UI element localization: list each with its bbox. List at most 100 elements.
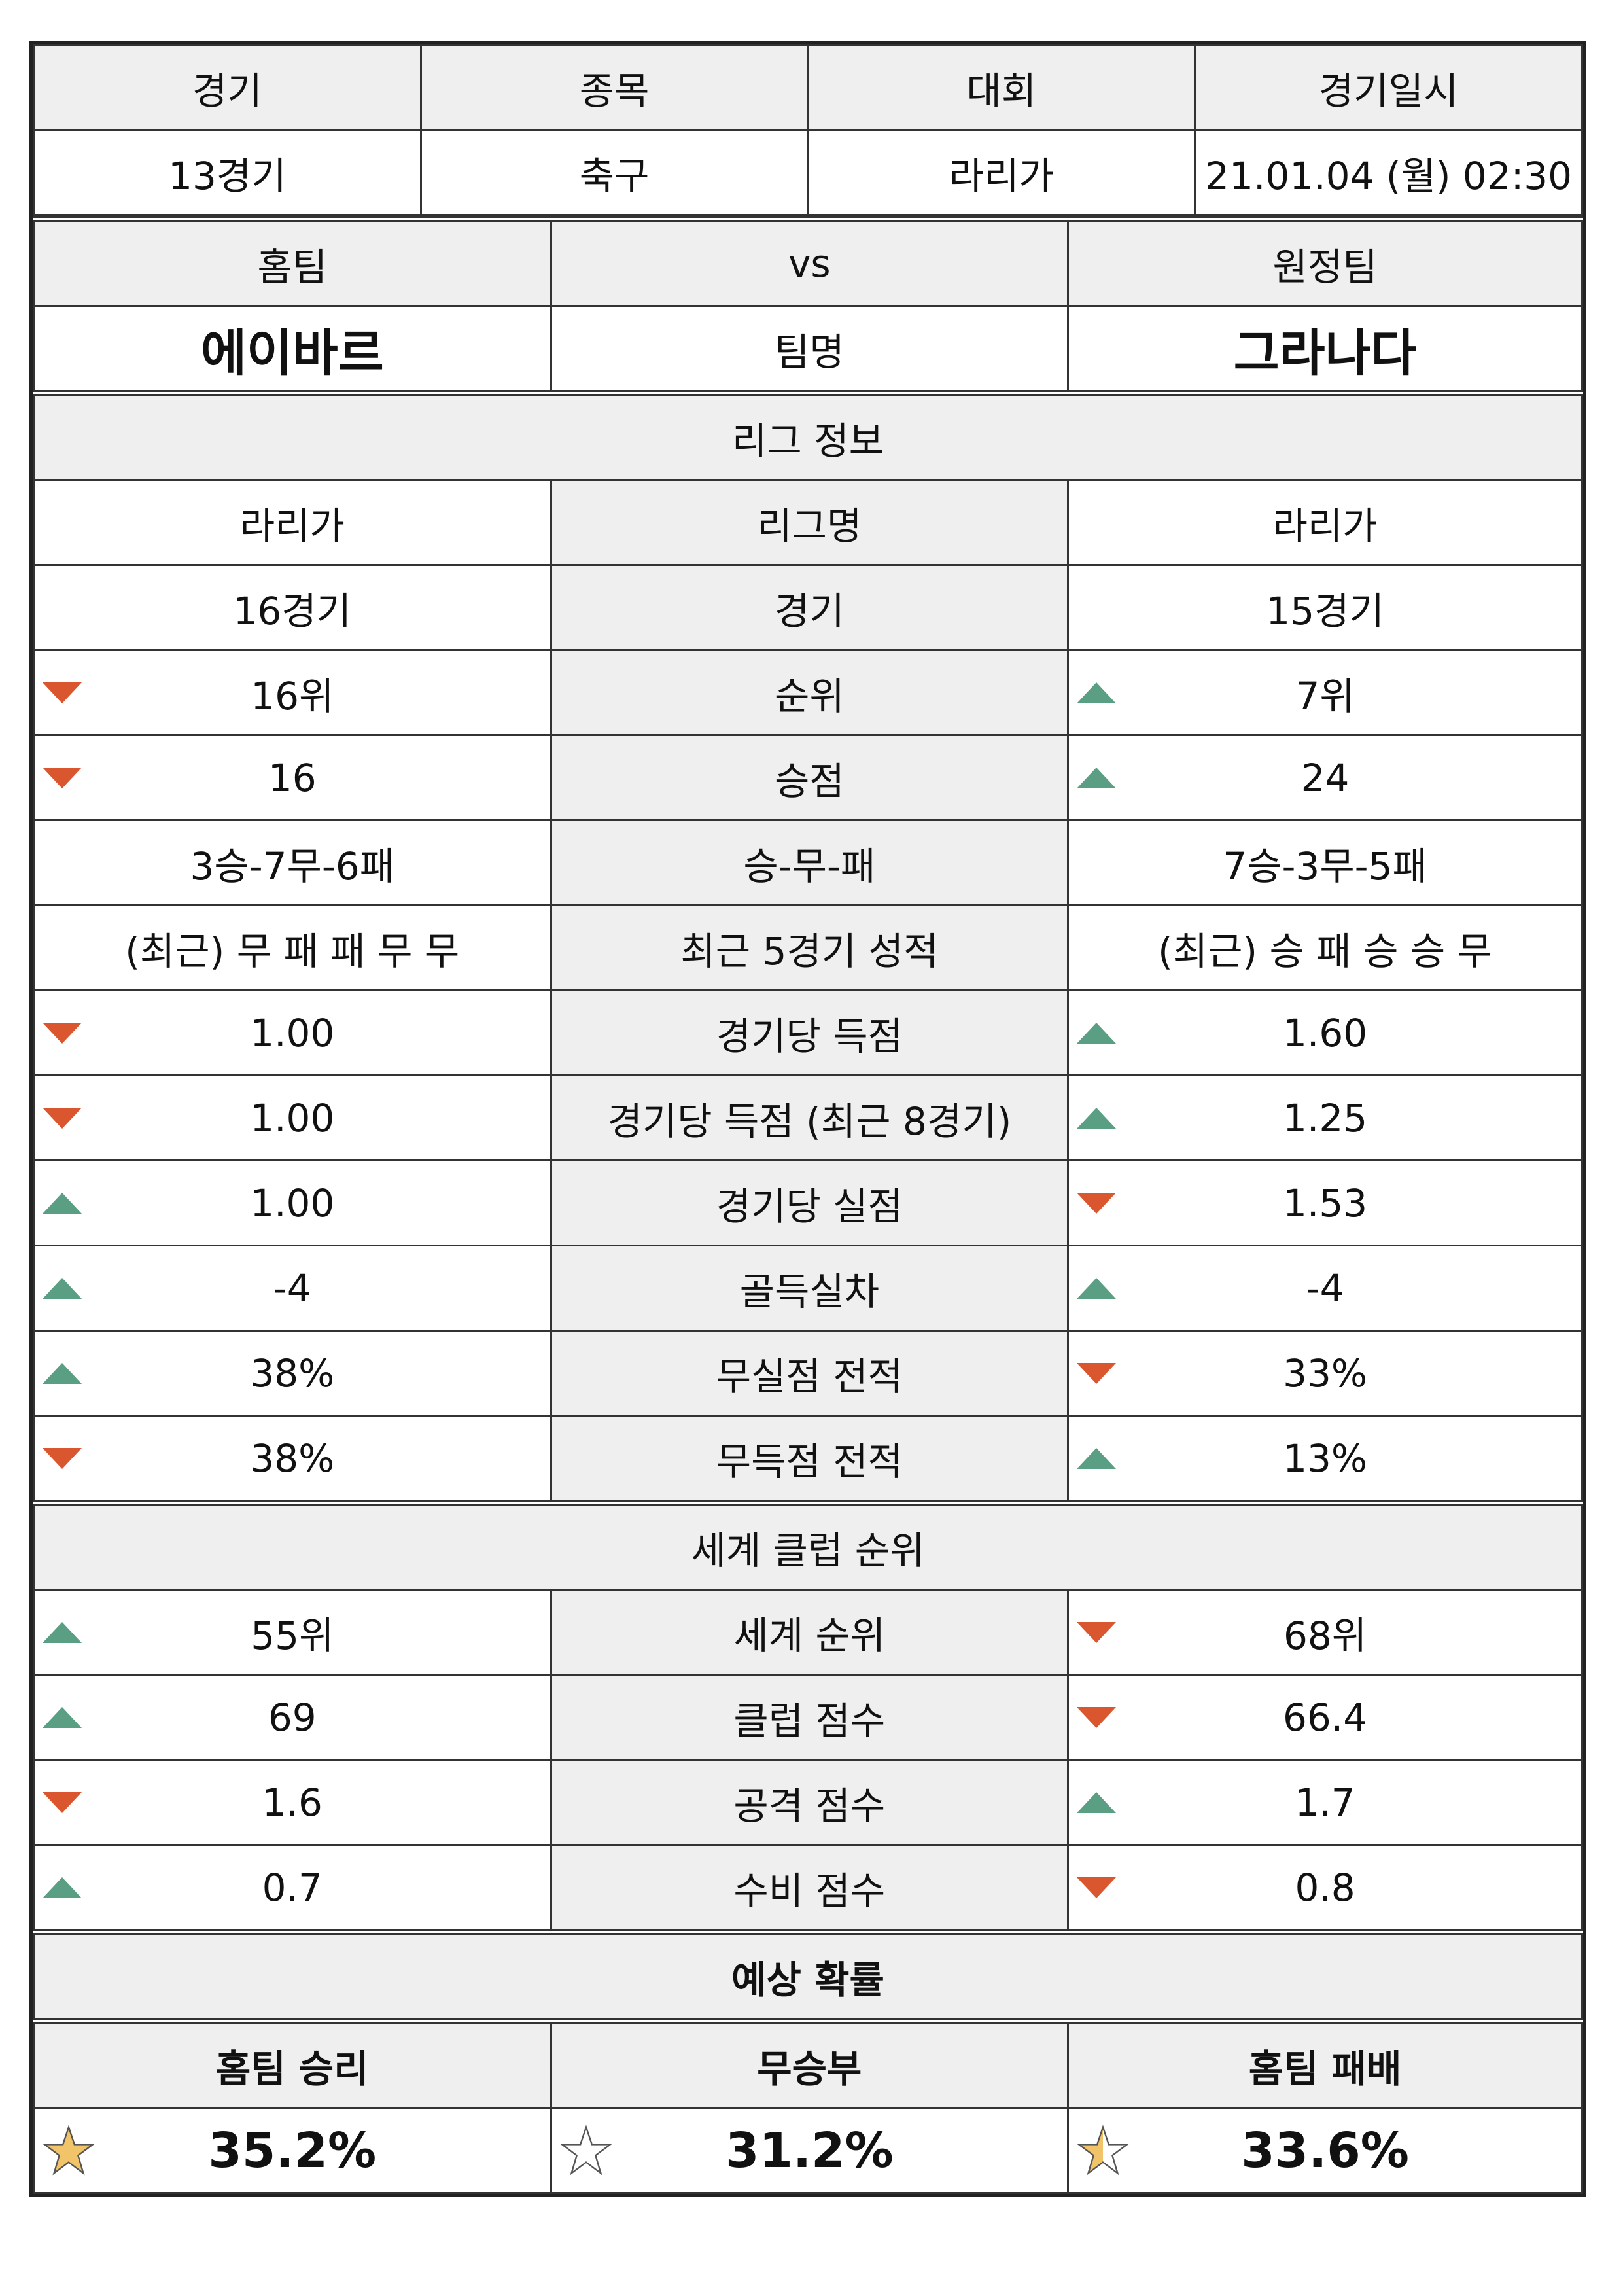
stat-label-text: 승점: [774, 758, 845, 804]
prediction-probability: 33.6%: [1067, 2107, 1583, 2194]
home-stat-value: 1.00: [33, 989, 552, 1076]
league-section-title: 리그 정보: [33, 390, 1583, 481]
away-stat-value-text: 13%: [1283, 1436, 1368, 1481]
away-stat-value: 7위: [1067, 649, 1583, 736]
away-stat-value: 66.4: [1067, 1674, 1583, 1761]
home-stat-value-text: 1.00: [250, 1010, 335, 1055]
triangle-up-icon: [43, 1362, 82, 1384]
stat-row: 3승-7무-6패 승-무-패 7승-3무-5패: [33, 819, 1583, 906]
away-stat-value-text: 0.8: [1295, 1865, 1355, 1910]
home-stat-value-text: -4: [273, 1265, 311, 1311]
home-team-label: 홈팀: [33, 216, 552, 307]
home-stat-value-text: 라리가: [239, 503, 345, 548]
triangle-down-icon: [43, 1107, 82, 1129]
stat-row: -4 골득실차 -4: [33, 1245, 1583, 1332]
home-stat-value-text: 16경기: [233, 588, 352, 633]
home-stat-value-text: 1.00: [250, 1095, 335, 1140]
stat-label-text: 순위: [774, 673, 845, 718]
home-stat-value-text: 38%: [250, 1436, 335, 1481]
stat-row: 라리가 리그명 라리가: [33, 479, 1583, 566]
stat-label-text: 경기당 득점 (최근 8경기): [607, 1099, 1012, 1144]
triangle-up-icon: [1077, 1447, 1117, 1469]
triangle-down-icon: [43, 767, 82, 788]
away-stat-value: 7승-3무-5패: [1067, 819, 1583, 906]
triangle-up-icon: [1077, 767, 1117, 788]
match-game-number: 13경기: [33, 129, 422, 216]
prediction-header: 무승부: [550, 2018, 1070, 2109]
stat-label: 최근 5경기 성적: [550, 904, 1070, 991]
stat-label: 경기당 득점: [550, 989, 1070, 1076]
home-stat-value-text: (최근) 무 패 패 무 무: [125, 928, 460, 974]
away-stat-value: 1.25: [1067, 1074, 1583, 1161]
stat-label: 공격 점수: [550, 1759, 1070, 1846]
team-label-row: 홈팀 vs 원정팀: [33, 216, 1583, 307]
match-header-row: 경기 종목 대회 경기일시: [33, 44, 1583, 131]
away-stat-value: 라리가: [1067, 479, 1583, 566]
stat-label: 경기: [550, 564, 1070, 651]
home-stat-value: -4: [33, 1245, 552, 1332]
away-stat-value-text: 1.7: [1295, 1780, 1355, 1825]
match-competition: 라리가: [807, 129, 1196, 216]
triangle-down-icon: [43, 1447, 82, 1469]
triangle-up-icon: [1077, 1277, 1117, 1299]
away-stat-value-text: -4: [1306, 1265, 1344, 1311]
stat-label: 승점: [550, 734, 1070, 821]
stat-label-text: 무득점 전적: [716, 1439, 903, 1484]
prediction-value-row: 35.2% 31.2% 33.6%: [33, 2107, 1583, 2194]
stat-row: 16 승점 24: [33, 734, 1583, 821]
stat-label: 골득실차: [550, 1245, 1070, 1332]
away-stat-value-text: 66.4: [1282, 1695, 1368, 1740]
prediction-header-row: 홈팀 승리 무승부 홈팀 패배: [33, 2018, 1583, 2109]
star-empty-icon: [559, 2124, 612, 2176]
away-stat-value-text: 1.60: [1282, 1010, 1368, 1055]
home-stat-value-text: 55위: [251, 1613, 334, 1658]
home-stat-value: 라리가: [33, 479, 552, 566]
stat-label: 승-무-패: [550, 819, 1070, 906]
stat-label-text: 공격 점수: [733, 1783, 886, 1828]
stat-label: 수비 점수: [550, 1844, 1070, 1933]
triangle-down-icon: [43, 682, 82, 703]
home-stat-value: 16: [33, 734, 552, 821]
stat-label: 무실점 전적: [550, 1330, 1070, 1417]
home-stat-value: 69: [33, 1674, 552, 1761]
match-datetime: 21.01.04 (월) 02:30: [1194, 129, 1583, 216]
triangle-up-icon: [43, 1621, 82, 1643]
match-report: 경기 종목 대회 경기일시 13경기 축구 라리가 21.01.04 (월) 0…: [29, 41, 1586, 2197]
home-stat-value: 55위: [33, 1589, 552, 1676]
home-team-name: 에이바르: [33, 305, 552, 394]
match-sport: 축구: [419, 129, 809, 216]
stat-label-text: 경기: [774, 588, 845, 633]
stat-row: 16경기 경기 15경기: [33, 564, 1583, 651]
prediction-probability-text: 31.2%: [725, 2122, 894, 2179]
vs-label: vs: [550, 216, 1070, 307]
stat-label-text: 경기당 실점: [716, 1184, 903, 1229]
triangle-up-icon: [43, 1192, 82, 1214]
triangle-down-icon: [43, 1792, 82, 1813]
stat-label-text: 승-무-패: [743, 843, 876, 889]
stat-label: 클럽 점수: [550, 1674, 1070, 1761]
stat-row: 1.6 공격 점수 1.7: [33, 1759, 1583, 1846]
world-section-title: 세계 클럽 순위: [33, 1500, 1583, 1591]
triangle-down-icon: [1077, 1706, 1117, 1728]
match-value-row: 13경기 축구 라리가 21.01.04 (월) 02:30: [33, 129, 1583, 216]
triangle-down-icon: [1077, 1621, 1117, 1643]
away-stat-value-text: 15경기: [1266, 588, 1384, 633]
stat-label: 리그명: [550, 479, 1070, 566]
triangle-up-icon: [43, 1277, 82, 1299]
outer-frame: 경기 종목 대회 경기일시 13경기 축구 라리가 21.01.04 (월) 0…: [29, 41, 1586, 2197]
stat-label-text: 수비 점수: [733, 1868, 886, 1913]
stat-row: 1.00 경기당 득점 1.60: [33, 989, 1583, 1076]
away-stat-value: 1.7: [1067, 1759, 1583, 1846]
prediction-header: 홈팀 패배: [1067, 2018, 1583, 2109]
stat-row: 38% 무실점 전적 33%: [33, 1330, 1583, 1417]
match-header-datetime: 경기일시: [1194, 44, 1583, 131]
match-info-table: 경기 종목 대회 경기일시 13경기 축구 라리가 21.01.04 (월) 0…: [33, 44, 1583, 216]
world-section-title-row: 세계 클럽 순위: [33, 1500, 1583, 1591]
home-stat-value-text: 1.00: [250, 1180, 335, 1226]
stat-row: 0.7 수비 점수 0.8: [33, 1844, 1583, 1933]
home-stat-value: 38%: [33, 1330, 552, 1417]
home-stat-value-text: 0.7: [262, 1865, 323, 1910]
away-stat-value: 1.60: [1067, 989, 1583, 1076]
match-header-competition: 대회: [807, 44, 1196, 131]
home-stat-value: 0.7: [33, 1844, 552, 1933]
